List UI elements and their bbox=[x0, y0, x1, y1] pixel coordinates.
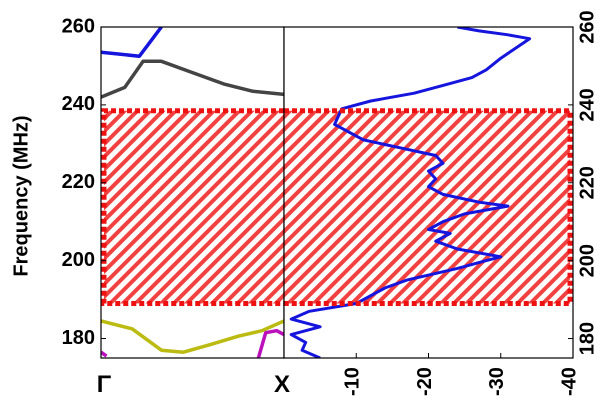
band-line-3 bbox=[101, 319, 284, 354]
x-tick-label: -40 bbox=[558, 367, 580, 396]
bandgap-border-left bbox=[101, 108, 284, 306]
x-tick-label-gamma: Γ bbox=[97, 371, 112, 398]
y-tick-label: 220 bbox=[62, 171, 95, 193]
y-tick-label: 200 bbox=[62, 249, 95, 271]
right-y-tick-label: 200 bbox=[576, 244, 598, 277]
y-tick-label: 180 bbox=[62, 327, 95, 349]
band-structure-panel: 180 200 220 240 260 Γ X bbox=[62, 15, 290, 398]
right-y-tick-label: 220 bbox=[576, 166, 598, 199]
band-line-2 bbox=[101, 59, 284, 99]
bandgap-hatch-right bbox=[284, 110, 570, 304]
x-tick-label: -20 bbox=[414, 367, 436, 396]
band-line-5 bbox=[101, 350, 108, 358]
x-tick-label: -10 bbox=[342, 367, 364, 396]
right-y-tick-label: 180 bbox=[576, 322, 598, 355]
band-line-4 bbox=[256, 328, 284, 358]
right-y-tick-label: 240 bbox=[576, 88, 598, 121]
transmission-line bbox=[289, 27, 532, 358]
bandgap-hatch-left bbox=[104, 110, 284, 304]
x-tick-label-x: X bbox=[274, 371, 290, 398]
x-tick-label: -30 bbox=[486, 367, 508, 396]
band-line-1 bbox=[101, 27, 163, 58]
transmission-panel: 180 200 220 240 260 -10 -20 -30 -40 bbox=[283, 10, 598, 396]
right-y-tick-label: 260 bbox=[576, 10, 598, 43]
y-axis-label: Frequency (MHz) bbox=[10, 115, 32, 276]
y-tick-label: 240 bbox=[62, 93, 95, 115]
y-tick-label: 260 bbox=[62, 15, 95, 37]
